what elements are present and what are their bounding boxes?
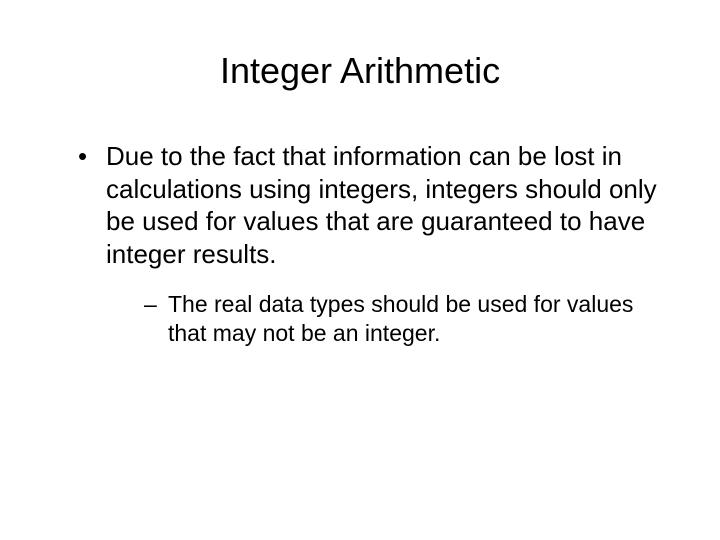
slide-title: Integer Arithmetic [60, 50, 660, 92]
bullet-text: Due to the fact that information can be … [106, 141, 657, 269]
sub-bullet-text: The real data types should be used for v… [168, 291, 633, 346]
bullet-item: Due to the fact that information can be … [78, 140, 660, 348]
bullet-list: Due to the fact that information can be … [60, 140, 660, 348]
sub-bullet-item: The real data types should be used for v… [144, 290, 660, 348]
sub-bullet-list: The real data types should be used for v… [106, 290, 660, 348]
